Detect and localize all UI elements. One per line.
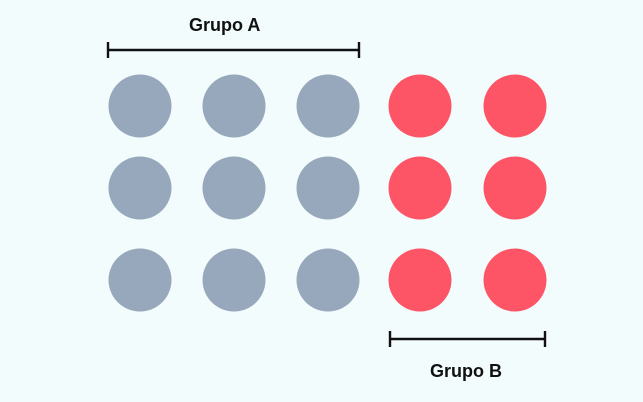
group-b-bracket [388, 331, 547, 347]
group-b-dot-r3-c2 [483, 248, 547, 312]
group-b-label: Grupo B [430, 361, 502, 381]
group-b-dot-r1-c2 [483, 74, 547, 138]
group-a-dot-r3-c3 [296, 248, 360, 312]
group-a-dot-r3-c2 [202, 248, 266, 312]
group-a-label: Grupo A [189, 15, 261, 35]
group-a-bracket [106, 42, 361, 58]
group-b-dot-r2-c1 [388, 156, 452, 220]
group-a-dot-r2-c2 [202, 156, 266, 220]
group-a-dot-r1-c2 [202, 74, 266, 138]
group-b-dot-r1-c1 [388, 74, 452, 138]
group-a-dot-r2-c3 [296, 156, 360, 220]
group-a-dot-r3-c1 [108, 248, 172, 312]
group-b-dot-r3-c1 [388, 248, 452, 312]
group-a-dot-r1-c3 [296, 74, 360, 138]
group-a-dot-r1-c1 [108, 74, 172, 138]
group-a-dot-r2-c1 [108, 156, 172, 220]
group-a-dots [108, 74, 360, 312]
group-b-dot-r2-c2 [483, 156, 547, 220]
group-b-dots [388, 74, 547, 312]
